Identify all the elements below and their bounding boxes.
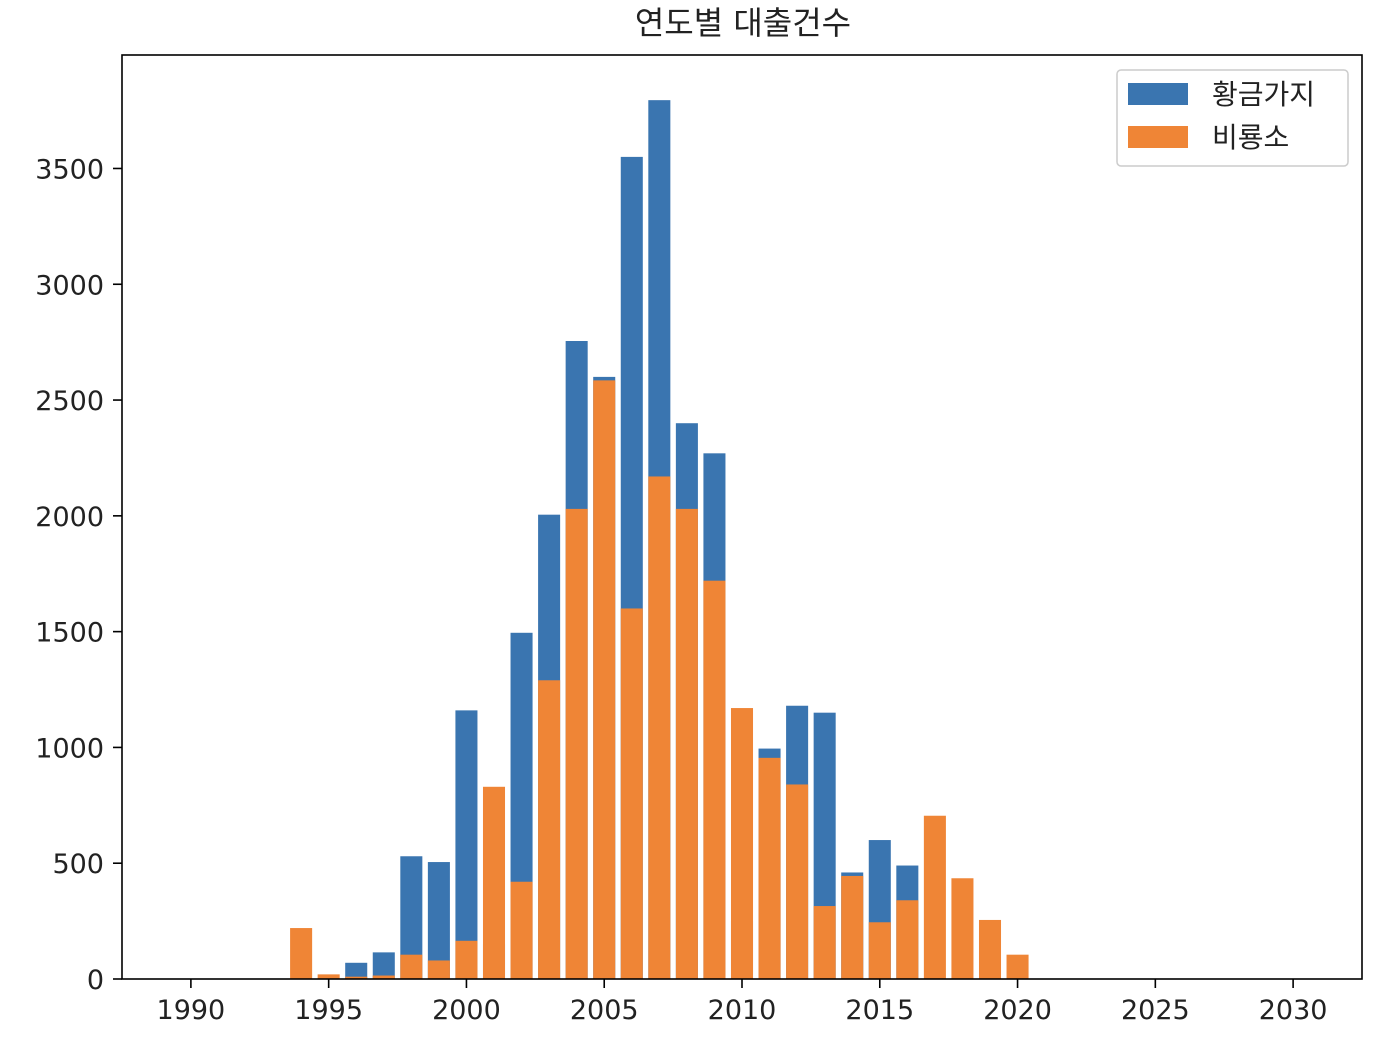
- bar-비룡소-2019: [978, 919, 1002, 979]
- bar-비룡소-1995: [317, 974, 340, 979]
- y-tick-label: 1500: [35, 618, 104, 649]
- bar-비룡소-2006: [620, 608, 643, 979]
- bar-비룡소-1996: [345, 976, 368, 979]
- legend-swatch: [1128, 83, 1188, 105]
- y-tick-label: 500: [52, 849, 104, 880]
- bar-비룡소-2014: [841, 875, 864, 979]
- y-tick-label: 3000: [35, 270, 104, 301]
- bar-비룡소-2020: [1006, 954, 1029, 979]
- y-tick-label: 3500: [35, 154, 104, 185]
- bar-비룡소-1998: [400, 954, 423, 979]
- x-tick-label: 2025: [1121, 995, 1190, 1026]
- legend-swatch: [1128, 126, 1188, 148]
- y-tick-label: 2500: [35, 386, 104, 417]
- bar-비룡소-2017: [923, 815, 946, 979]
- bar-황금가지-1997: [372, 952, 395, 979]
- bar-황금가지-1999: [427, 862, 450, 979]
- x-tick-label: 1990: [157, 995, 226, 1026]
- y-axis: 0 500 1000 1500 2000 2500 3000 3500: [35, 154, 122, 996]
- bar-비룡소-2011: [758, 757, 781, 979]
- x-tick-label: 2020: [983, 995, 1052, 1026]
- bar-황금가지-1998: [400, 856, 423, 979]
- y-tick-label: 1000: [35, 733, 104, 764]
- bar-비룡소-2013: [813, 906, 836, 979]
- bar-비룡소-2002: [510, 881, 533, 979]
- bar-비룡소-2007: [648, 476, 671, 979]
- x-tick-label: 2005: [570, 995, 639, 1026]
- bar-비룡소-2003: [538, 680, 561, 979]
- chart-title: 연도별 대출건수: [635, 4, 851, 42]
- x-tick-label: 1995: [294, 995, 363, 1026]
- x-axis: 1990 1995 2000 2005 2010 2015 2020 2025 2030: [157, 979, 1328, 1026]
- bar-비룡소-2012: [786, 784, 809, 979]
- bar-비룡소-2018: [951, 878, 974, 979]
- bar-비룡소-1994: [290, 928, 313, 979]
- bar-황금가지-1996: [345, 962, 368, 979]
- legend-label: 비룡소: [1212, 121, 1289, 154]
- x-tick-label: 2030: [1259, 995, 1328, 1026]
- x-tick-label: 2010: [708, 995, 777, 1026]
- bar-비룡소-2000: [455, 940, 478, 979]
- bar-황금가지-2000: [455, 710, 478, 979]
- y-tick-label: 2000: [35, 502, 104, 533]
- bar-비룡소-2016: [896, 900, 919, 979]
- bar-비룡소-2004: [565, 508, 588, 979]
- bars: [290, 100, 1029, 980]
- legend-label: 황금가지: [1212, 78, 1315, 111]
- bar-비룡소-2005: [593, 380, 616, 979]
- bar-비룡소-2010: [730, 708, 754, 979]
- x-tick-label: 2015: [845, 995, 914, 1026]
- y-tick-label: 0: [87, 965, 104, 996]
- bar-비룡소-2001: [482, 786, 506, 979]
- x-tick-label: 2000: [432, 995, 501, 1026]
- bar-비룡소-1997: [372, 975, 395, 979]
- bar-비룡소-1999: [427, 960, 450, 979]
- plot-frame: [121, 54, 1363, 980]
- bar-비룡소-2008: [675, 508, 698, 979]
- bar-비룡소-2009: [703, 580, 726, 979]
- bar-비룡소-2015: [868, 922, 891, 979]
